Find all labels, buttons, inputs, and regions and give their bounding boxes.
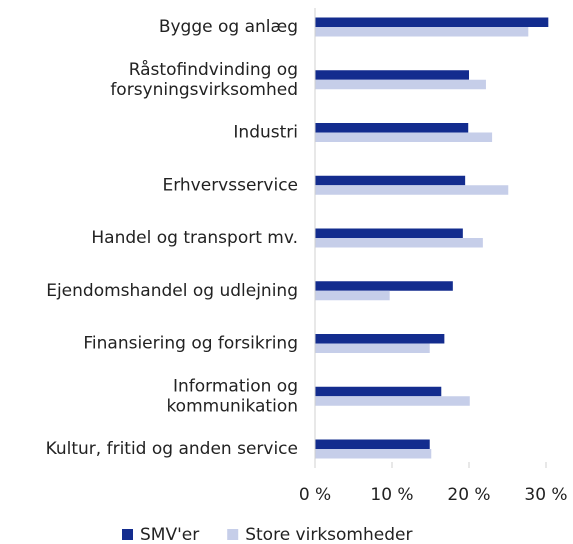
bar <box>315 123 469 133</box>
x-tick-label: 30 % <box>524 485 567 505</box>
y-tick-label: Bygge og anlæg <box>159 17 298 37</box>
bar <box>315 228 463 238</box>
label-line: Erhvervsservice <box>162 175 298 195</box>
bar <box>315 17 549 27</box>
bar <box>315 290 390 301</box>
bar <box>315 175 466 186</box>
y-tick-label: Handel og transport mv. <box>91 228 298 248</box>
bar <box>315 132 493 142</box>
x-tick-label: 20 % <box>447 485 490 505</box>
y-tick-label: Information og kommunikation <box>166 376 298 416</box>
label-line: kommunikation <box>166 396 298 416</box>
bar <box>315 386 442 397</box>
label-line: Råstofindvinding og <box>129 59 298 80</box>
legend-swatch <box>122 529 133 540</box>
bar <box>315 185 509 195</box>
y-tick-label: Finansiering og forsikring <box>83 334 298 354</box>
x-tick-label: 10 % <box>370 485 413 505</box>
y-tick-label: Industri <box>233 123 298 143</box>
legend-label: Store virksomheder <box>245 525 412 544</box>
label-line: Kultur, fritid og anden service <box>46 439 298 459</box>
bar <box>315 79 486 90</box>
label-line: Information og <box>173 376 298 396</box>
label-line: forsyningsvirksomhed <box>110 80 298 100</box>
y-tick-label: Ejendomshandel og udlejning <box>46 281 298 301</box>
bar <box>315 449 432 459</box>
bar <box>315 281 453 291</box>
x-tick-label: 0 % <box>299 485 331 505</box>
legend-swatch <box>227 529 239 540</box>
bar <box>315 396 470 406</box>
bar <box>315 439 430 449</box>
bar <box>315 334 445 344</box>
label-line: Handel og transport mv. <box>91 228 298 248</box>
bar <box>315 238 483 248</box>
legend-label: SMV'er <box>140 525 199 544</box>
bar <box>315 70 469 80</box>
y-tick-label: Kultur, fritid og anden service <box>46 439 298 459</box>
y-tick-label: Erhvervsservice <box>162 175 298 195</box>
label-line: Ejendomshandel og udlejning <box>46 281 298 301</box>
label-line: Bygge og anlæg <box>159 17 298 37</box>
bar <box>315 27 529 37</box>
bar <box>315 343 430 353</box>
label-line: Finansiering og forsikring <box>83 334 298 354</box>
y-tick-label: Råstofindvinding og forsyningsvirksomhed <box>110 59 298 100</box>
label-line: Industri <box>233 123 298 143</box>
